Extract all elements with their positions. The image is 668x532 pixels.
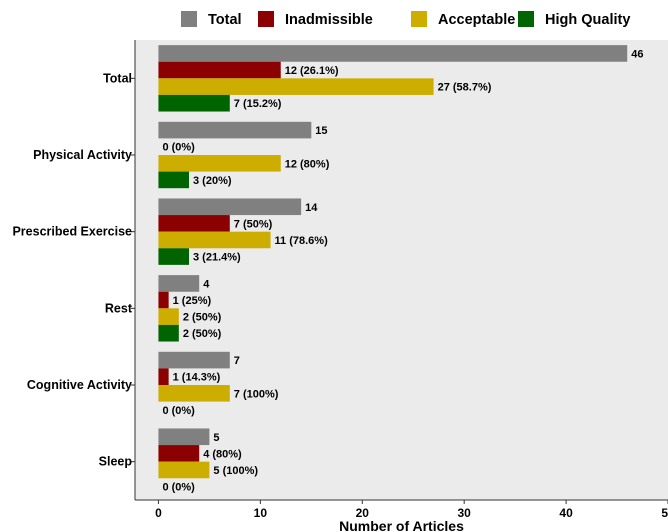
data-label-physical-activity-acceptable: 12 (80%): [285, 158, 330, 170]
bar-prescribed-exercise-total: [158, 198, 302, 216]
bar-physical-activity-acceptable: [158, 155, 281, 172]
y-axis: Total Physical Activity Prescribed Exercis…: [12, 40, 136, 500]
bar-cognitive-activity-inadmissible: [158, 368, 169, 385]
data-label-rest-acceptable: 2 (50%): [183, 312, 222, 324]
y-tick-label-physical-activity: Physical Activity: [33, 148, 132, 162]
data-label-total-inadmissible: 12 (26.1%): [285, 65, 339, 77]
data-label-cognitive-activity-total: 7: [234, 355, 240, 367]
bar-rest-high-quality: [158, 324, 179, 342]
data-label-rest-high-quality: 2 (50%): [183, 328, 222, 340]
data-label-sleep-inadmissible: 4 (80%): [203, 448, 242, 460]
y-tick-label-rest: Rest: [105, 301, 133, 315]
data-label-sleep-total: 5: [213, 432, 219, 444]
bar-physical-activity-high-quality: [158, 171, 190, 189]
bar-total-total: [158, 45, 628, 62]
legend-swatch-high-quality: [518, 11, 534, 27]
bar-physical-activity-total: [158, 121, 312, 139]
bar-cognitive-activity-total: [158, 351, 230, 369]
data-label-total-high-quality: 7 (15.2%): [234, 98, 282, 110]
y-tick-label-total: Total: [103, 71, 132, 85]
data-labels: 46 12 (26.1%) 27 (58.7%) 7 (15.2%) 15 0 (0%) 1…: [162, 48, 643, 493]
x-axis-title: Number of Articles: [339, 518, 464, 532]
bar-prescribed-exercise-inadmissible: [158, 215, 230, 232]
bar-cognitive-activity-acceptable: [158, 385, 230, 402]
legend-swatch-acceptable: [411, 11, 427, 27]
bar-sleep-total: [158, 428, 210, 446]
bar-rest-inadmissible: [158, 291, 169, 309]
x-tick-label: 50: [661, 506, 668, 520]
x-axis: 0 10 20 30 40 50: [135, 499, 668, 520]
bar-sleep-inadmissible: [158, 445, 200, 462]
data-label-cognitive-activity-inadmissible: 1 (14.3%): [173, 372, 221, 384]
data-label-prescribed-exercise-inadmissible: 7 (50%): [234, 218, 273, 230]
data-label-prescribed-exercise-high-quality: 3 (21.4%): [193, 252, 241, 264]
y-tick-label-sleep: Sleep: [99, 455, 133, 469]
bar-rest-acceptable: [158, 308, 179, 325]
data-label-physical-activity-total: 15: [315, 125, 327, 137]
legend: Total Inadmissible Acceptable High Quality: [181, 11, 630, 28]
bar-rest-total: [158, 275, 200, 292]
legend-label-inadmissible: Inadmissible: [285, 12, 373, 28]
legend-label-total: Total: [208, 12, 242, 28]
x-tick-label: 40: [559, 506, 573, 520]
data-label-sleep-high-quality: 0 (0%): [162, 482, 195, 494]
data-label-physical-activity-high-quality: 3 (20%): [193, 175, 232, 187]
bar-total-high-quality: [158, 94, 230, 112]
data-label-cognitive-activity-acceptable: 7 (100%): [234, 388, 279, 400]
x-tick-label: 30: [457, 506, 471, 520]
legend-label-high-quality: High Quality: [545, 12, 630, 28]
data-label-total-acceptable: 27 (58.7%): [438, 82, 492, 94]
bar-total-inadmissible: [158, 61, 281, 79]
legend-swatch-inadmissible: [258, 11, 274, 27]
legend-swatch-total: [181, 11, 197, 27]
plot-panel: [135, 40, 668, 500]
bar-prescribed-exercise-high-quality: [158, 248, 190, 265]
x-tick-label: 10: [254, 506, 268, 520]
bars: [158, 45, 628, 479]
x-tick-label: 0: [155, 506, 162, 520]
data-label-total-total: 46: [631, 48, 643, 60]
legend-label-acceptable: Acceptable: [438, 12, 515, 28]
data-label-prescribed-exercise-total: 14: [305, 202, 318, 214]
bar-sleep-acceptable: [158, 461, 210, 479]
bar-prescribed-exercise-acceptable: [158, 231, 271, 249]
data-label-physical-activity-inadmissible: 0 (0%): [162, 142, 195, 154]
data-label-rest-inadmissible: 1 (25%): [173, 295, 212, 307]
bar-total-acceptable: [158, 78, 434, 95]
data-label-rest-total: 4: [203, 278, 210, 290]
data-label-cognitive-activity-high-quality: 0 (0%): [162, 405, 195, 417]
data-label-sleep-acceptable: 5 (100%): [213, 465, 258, 477]
y-tick-label-cognitive-activity: Cognitive Activity: [27, 378, 132, 392]
y-tick-label-prescribed-exercise: Prescribed Exercise: [12, 225, 132, 239]
data-label-prescribed-exercise-acceptable: 11 (78.6%): [275, 235, 329, 247]
x-tick-label: 20: [356, 506, 370, 520]
